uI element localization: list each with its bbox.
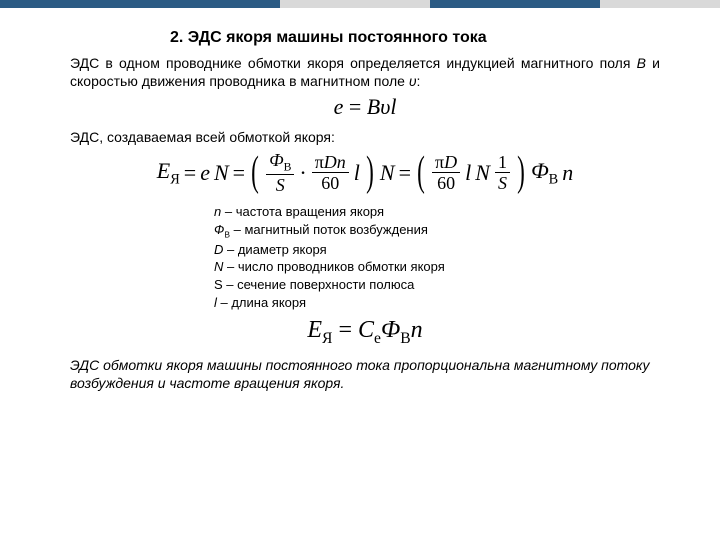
f2-subB1: В bbox=[284, 160, 292, 173]
f1-l: l bbox=[390, 94, 396, 119]
frac-piD-60: πD 60 bbox=[430, 153, 462, 194]
f3-subE: e bbox=[374, 330, 381, 347]
f2-pi1: π bbox=[315, 152, 324, 172]
f2-E: E bbox=[157, 158, 170, 183]
def-N: N – число проводников обмотки якоря bbox=[190, 258, 580, 276]
f2-pi2: π bbox=[435, 152, 444, 172]
f2-n2: n bbox=[561, 160, 574, 186]
symbol-B: В bbox=[637, 55, 646, 71]
para-winding-emf: ЭДС, создаваемая всей обмоткой якоря: bbox=[70, 128, 660, 146]
f1-e: e bbox=[334, 94, 344, 119]
def-S: S – сечение поверхности полюса bbox=[190, 276, 580, 294]
f2-n1: n bbox=[337, 152, 346, 172]
f3-n: n bbox=[411, 317, 423, 343]
rparen1: ) bbox=[366, 156, 374, 190]
def-n: n – частота вращения якоря bbox=[190, 203, 580, 221]
conclusion-paragraph: ЭДС обмотки якоря машины постоянного ток… bbox=[70, 356, 660, 392]
f3-E: E bbox=[307, 317, 322, 343]
slide-content: 2. ЭДС якоря машины постоянного тока ЭДС… bbox=[70, 28, 660, 392]
lparen1: ( bbox=[251, 156, 259, 190]
f2-S1: S bbox=[273, 175, 288, 195]
f2-subB2: В bbox=[549, 171, 559, 187]
f3-eq: = bbox=[332, 317, 358, 343]
f2-Phi1: Ф bbox=[269, 150, 283, 170]
def-Phi-txt: – магнитный поток возбуждения bbox=[230, 222, 428, 237]
frac-1-S: 1 S bbox=[493, 153, 512, 194]
lparen2: ( bbox=[417, 156, 425, 190]
formula-E-full: EЯ = eN = ( ФВ S · πDn 60 l ) N = ( πD 6… bbox=[70, 151, 660, 196]
def-Phi-sym: Ф bbox=[214, 222, 224, 237]
dot1: · bbox=[298, 160, 307, 186]
def-N-txt: – число проводников обмотки якоря bbox=[223, 259, 444, 274]
f2-1: 1 bbox=[495, 153, 510, 174]
def-PhiB: ФВ – магнитный поток возбуждения bbox=[190, 221, 580, 241]
frac-piDn-60: πDn 60 bbox=[310, 153, 351, 194]
formula-e-bvl: e = Bυl bbox=[70, 94, 660, 120]
intro-paragraph: ЭДС в одном проводнике обмотки якоря опр… bbox=[70, 54, 660, 90]
f2-S2: S bbox=[495, 173, 510, 193]
f3-subYa: Я bbox=[322, 330, 332, 347]
f2-eq1: = bbox=[183, 160, 197, 186]
f2-N2: N bbox=[379, 160, 396, 186]
f1-eq: = bbox=[343, 94, 366, 119]
f1-v: υ bbox=[380, 94, 390, 119]
section-heading: 2. ЭДС якоря машины постоянного тока bbox=[170, 28, 560, 48]
f2-l1: l bbox=[353, 160, 361, 186]
symbol-v: υ bbox=[409, 73, 417, 89]
f2-60b: 60 bbox=[434, 173, 458, 193]
def-S-txt: – сечение поверхности полюса bbox=[223, 277, 415, 292]
f2-60a: 60 bbox=[318, 173, 342, 193]
f2-l2: l bbox=[464, 160, 472, 186]
intro-text-1: ЭДС в одном проводнике обмотки якоря опр… bbox=[70, 55, 637, 71]
definitions-list: n – частота вращения якоря ФВ – магнитны… bbox=[190, 203, 580, 311]
frac-PhiB-S: ФВ S bbox=[264, 151, 296, 196]
def-l: l – длина якоря bbox=[190, 294, 580, 312]
f2-D2: D bbox=[444, 152, 457, 172]
f3-C: C bbox=[358, 317, 374, 343]
def-l-txt: – длина якоря bbox=[217, 295, 306, 310]
f2-N1: N bbox=[213, 160, 230, 186]
def-D-txt: – диаметр якоря bbox=[223, 242, 326, 257]
f2-e: e bbox=[199, 160, 211, 186]
def-D-sym: D bbox=[214, 242, 223, 257]
f2-Phi2: Ф bbox=[531, 158, 549, 183]
f1-B: B bbox=[367, 94, 380, 119]
top-accent-left bbox=[0, 0, 280, 8]
f2-eq3: = bbox=[398, 160, 412, 186]
f2-D1: D bbox=[324, 152, 337, 172]
intro-text-3: : bbox=[417, 73, 421, 89]
f3-Phi: Ф bbox=[381, 317, 400, 343]
f2-eq2: = bbox=[232, 160, 246, 186]
formula-E-short: EЯ = CeФВn bbox=[70, 317, 660, 348]
def-N-sym: N bbox=[214, 259, 223, 274]
def-D: D – диаметр якоря bbox=[190, 241, 580, 259]
def-S-sym: S bbox=[214, 277, 223, 292]
f2-subYa: Я bbox=[170, 171, 180, 187]
f2-N3: N bbox=[474, 160, 491, 186]
top-accent-right bbox=[430, 0, 600, 8]
rparen2: ) bbox=[517, 156, 525, 190]
f3-subB: В bbox=[400, 330, 410, 347]
def-n-txt: – частота вращения якоря bbox=[221, 204, 384, 219]
